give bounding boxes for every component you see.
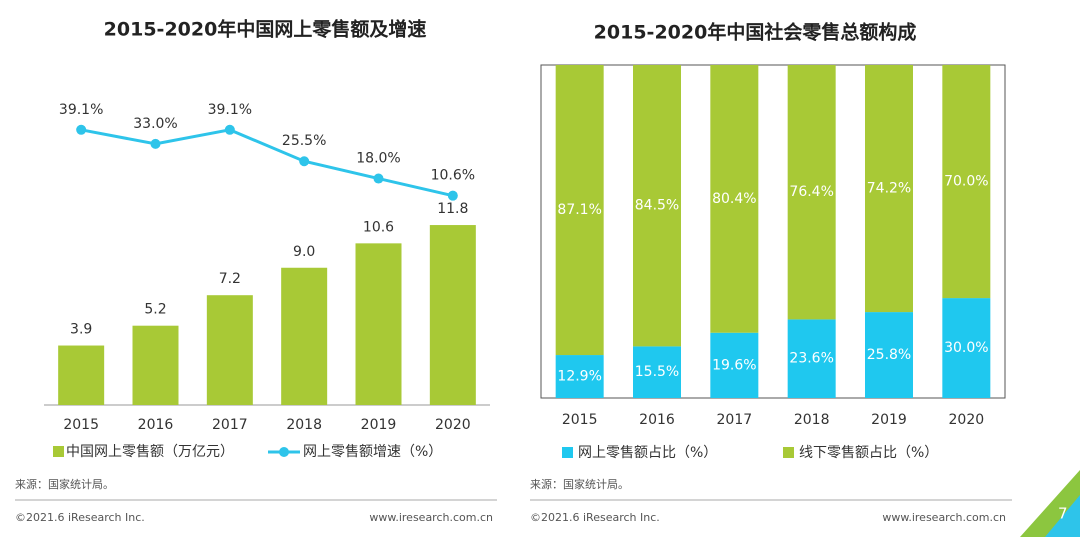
- legend-marker: [279, 447, 289, 457]
- bar-segment: [787, 65, 836, 320]
- value-label: 15.5%: [635, 364, 679, 380]
- bar-segment: [710, 332, 759, 398]
- bar-segment: [555, 355, 604, 398]
- chart-title: 2015-2020年中国社会零售总额构成: [594, 21, 917, 44]
- page-number: 7: [1058, 505, 1068, 523]
- chart-title: 2015-2020年中国网上零售额及增速: [104, 18, 427, 41]
- legend-label: 网上零售额占比（%）: [578, 445, 717, 461]
- bar: [281, 267, 328, 405]
- value-label: 25.8%: [867, 347, 911, 363]
- value-label: 9.0: [293, 244, 315, 260]
- x-tick-label: 2018: [286, 417, 322, 433]
- bar-segment: [633, 346, 681, 398]
- bar: [58, 345, 105, 405]
- point: [373, 173, 384, 184]
- value-label: 39.1%: [208, 102, 252, 118]
- x-tick-label: 2019: [871, 412, 907, 428]
- x-tick-label: 2020: [949, 412, 985, 428]
- x-tick-label: 2015: [63, 417, 99, 433]
- x-tick-label: 2017: [717, 412, 753, 428]
- x-tick-label: 2019: [361, 417, 397, 433]
- value-label: 76.4%: [789, 184, 833, 200]
- bar-segment: [865, 65, 913, 313]
- line: [80, 128, 454, 198]
- legend-label: 网上零售额增速（%）: [303, 444, 442, 460]
- bar: [206, 295, 253, 405]
- point: [76, 124, 87, 135]
- value-label: 70.0%: [944, 174, 988, 190]
- copyright: ©2021.6 iResearch Inc.: [15, 511, 145, 524]
- value-label: 23.6%: [789, 351, 833, 367]
- value-label: 18.0%: [356, 151, 400, 167]
- point: [299, 156, 310, 167]
- legend-swatch: [562, 447, 573, 458]
- x-tick-label: 2017: [212, 417, 248, 433]
- value-label: 10.6: [363, 219, 394, 235]
- x-tick-label: 2015: [562, 412, 598, 428]
- legend-label: 中国网上零售额（万亿元）: [66, 444, 234, 460]
- website: www.iresearch.com.cn: [369, 511, 493, 524]
- x-tick-label: 2020: [435, 417, 471, 433]
- bar-segment: [633, 65, 681, 347]
- bar-segment: [942, 298, 991, 398]
- value-label: 74.2%: [867, 181, 911, 197]
- bar-segment: [710, 65, 759, 333]
- value-label: 11.8: [437, 201, 468, 217]
- bar-segment: [555, 65, 604, 356]
- copyright: ©2021.6 iResearch Inc.: [530, 511, 660, 524]
- value-label: 25.5%: [282, 133, 326, 149]
- bar: [355, 243, 402, 405]
- value-label: 87.1%: [557, 202, 601, 218]
- website: www.iresearch.com.cn: [882, 511, 1006, 524]
- source: 来源：国家统计局。: [15, 477, 114, 491]
- bar-segment: [942, 65, 991, 299]
- x-tick-label: 2016: [639, 412, 675, 428]
- value-label: 39.1%: [59, 102, 103, 118]
- source: 来源：国家统计局。: [530, 477, 629, 491]
- x-tick-label: 2016: [138, 417, 174, 433]
- value-label: 33.0%: [133, 116, 177, 132]
- corner-decoration: [1045, 495, 1080, 537]
- legend-swatch: [783, 447, 794, 458]
- bar: [429, 225, 476, 405]
- point: [150, 138, 161, 149]
- bar: [132, 325, 179, 405]
- point: [447, 190, 458, 201]
- value-label: 7.2: [219, 271, 241, 287]
- value-label: 5.2: [144, 302, 166, 318]
- x-tick-label: 2018: [794, 412, 830, 428]
- value-label: 3.9: [70, 322, 92, 338]
- point: [224, 124, 235, 135]
- value-label: 84.5%: [635, 198, 679, 214]
- value-label: 10.6%: [431, 168, 475, 184]
- legend-swatch: [53, 446, 64, 457]
- bar-segment: [787, 319, 836, 398]
- value-label: 30.0%: [944, 340, 988, 356]
- value-label: 12.9%: [557, 369, 601, 385]
- bar-segment: [865, 312, 913, 398]
- value-label: 80.4%: [712, 191, 756, 207]
- value-label: 19.6%: [712, 357, 756, 373]
- legend-label: 线下零售额占比（%）: [799, 445, 938, 461]
- plot-frame: [540, 64, 1006, 399]
